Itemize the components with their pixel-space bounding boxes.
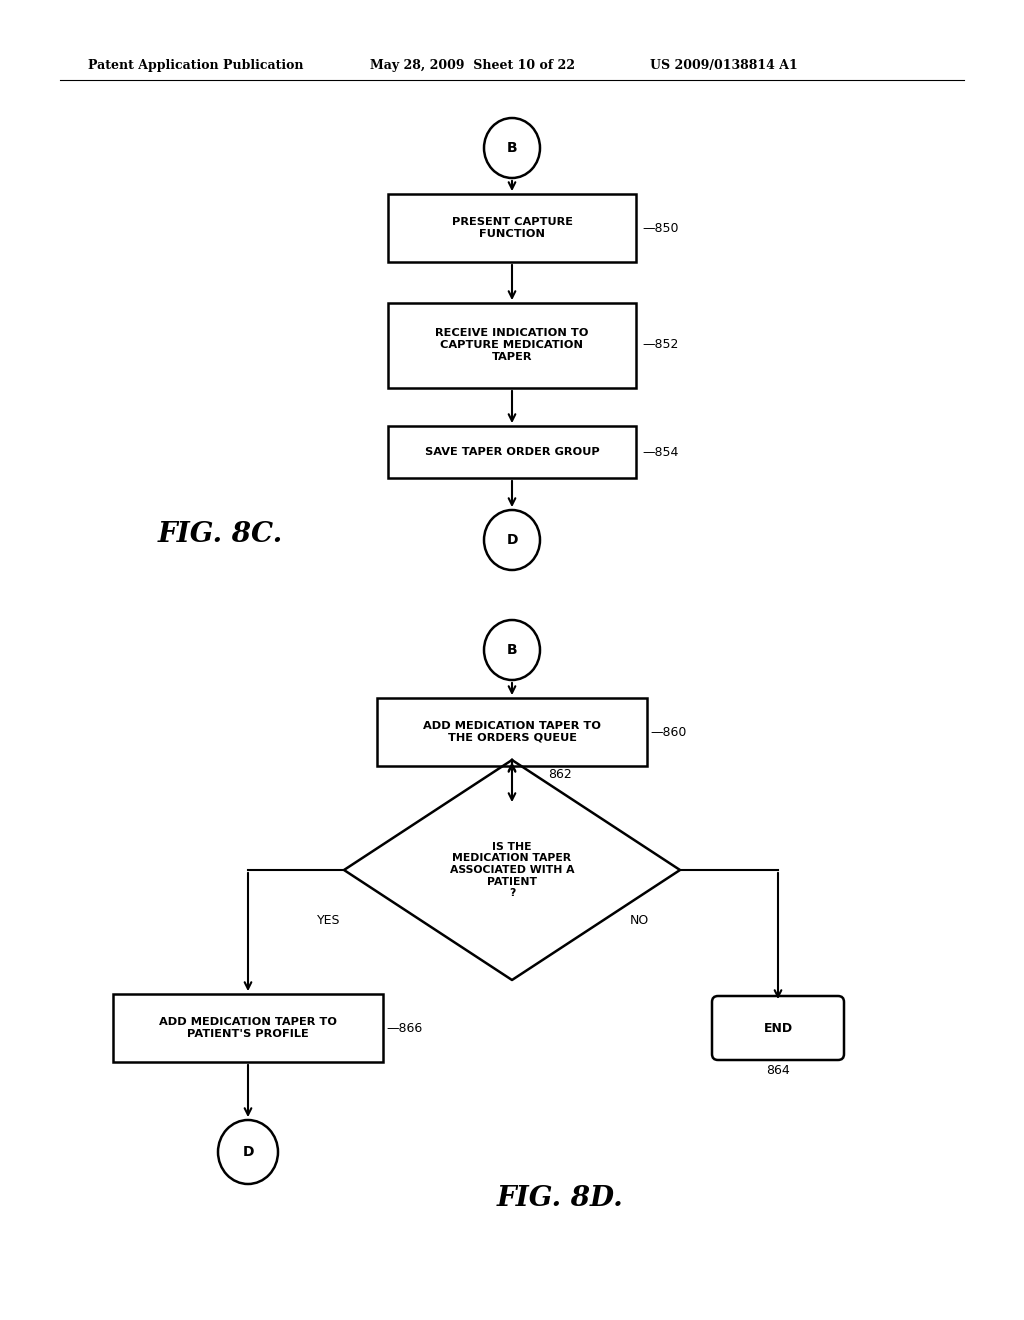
Text: RECEIVE INDICATION TO
CAPTURE MEDICATION
TAPER: RECEIVE INDICATION TO CAPTURE MEDICATION… [435,329,589,362]
Polygon shape [344,760,680,979]
Text: YES: YES [316,913,340,927]
Ellipse shape [484,620,540,680]
Text: Patent Application Publication: Patent Application Publication [88,59,303,73]
Text: B: B [507,643,517,657]
Text: FIG. 8D.: FIG. 8D. [497,1184,624,1212]
Text: 864: 864 [766,1064,790,1077]
FancyBboxPatch shape [388,426,636,478]
Text: END: END [764,1022,793,1035]
FancyBboxPatch shape [113,994,383,1063]
Text: B: B [507,141,517,154]
Text: May 28, 2009  Sheet 10 of 22: May 28, 2009 Sheet 10 of 22 [370,59,575,73]
Ellipse shape [218,1119,278,1184]
FancyBboxPatch shape [377,698,647,766]
Text: —854: —854 [642,446,678,458]
Text: IS THE
MEDICATION TAPER
ASSOCIATED WITH A
PATIENT
?: IS THE MEDICATION TAPER ASSOCIATED WITH … [450,842,574,898]
FancyBboxPatch shape [712,997,844,1060]
FancyBboxPatch shape [388,302,636,388]
Text: —866: —866 [386,1022,422,1035]
Text: —852: —852 [642,338,678,351]
Text: ADD MEDICATION TAPER TO
THE ORDERS QUEUE: ADD MEDICATION TAPER TO THE ORDERS QUEUE [423,721,601,743]
Ellipse shape [484,117,540,178]
FancyBboxPatch shape [388,194,636,261]
Text: SAVE TAPER ORDER GROUP: SAVE TAPER ORDER GROUP [425,447,599,457]
Text: D: D [243,1144,254,1159]
Ellipse shape [484,510,540,570]
Text: ADD MEDICATION TAPER TO
PATIENT'S PROFILE: ADD MEDICATION TAPER TO PATIENT'S PROFIL… [159,1018,337,1039]
Text: NO: NO [630,913,649,927]
Text: D: D [506,533,518,546]
Text: 862: 862 [548,768,571,781]
Text: —850: —850 [642,222,679,235]
Text: —860: —860 [650,726,686,738]
Text: FIG. 8C.: FIG. 8C. [158,521,283,549]
Text: PRESENT CAPTURE
FUNCTION: PRESENT CAPTURE FUNCTION [452,218,572,239]
Text: US 2009/0138814 A1: US 2009/0138814 A1 [650,59,798,73]
